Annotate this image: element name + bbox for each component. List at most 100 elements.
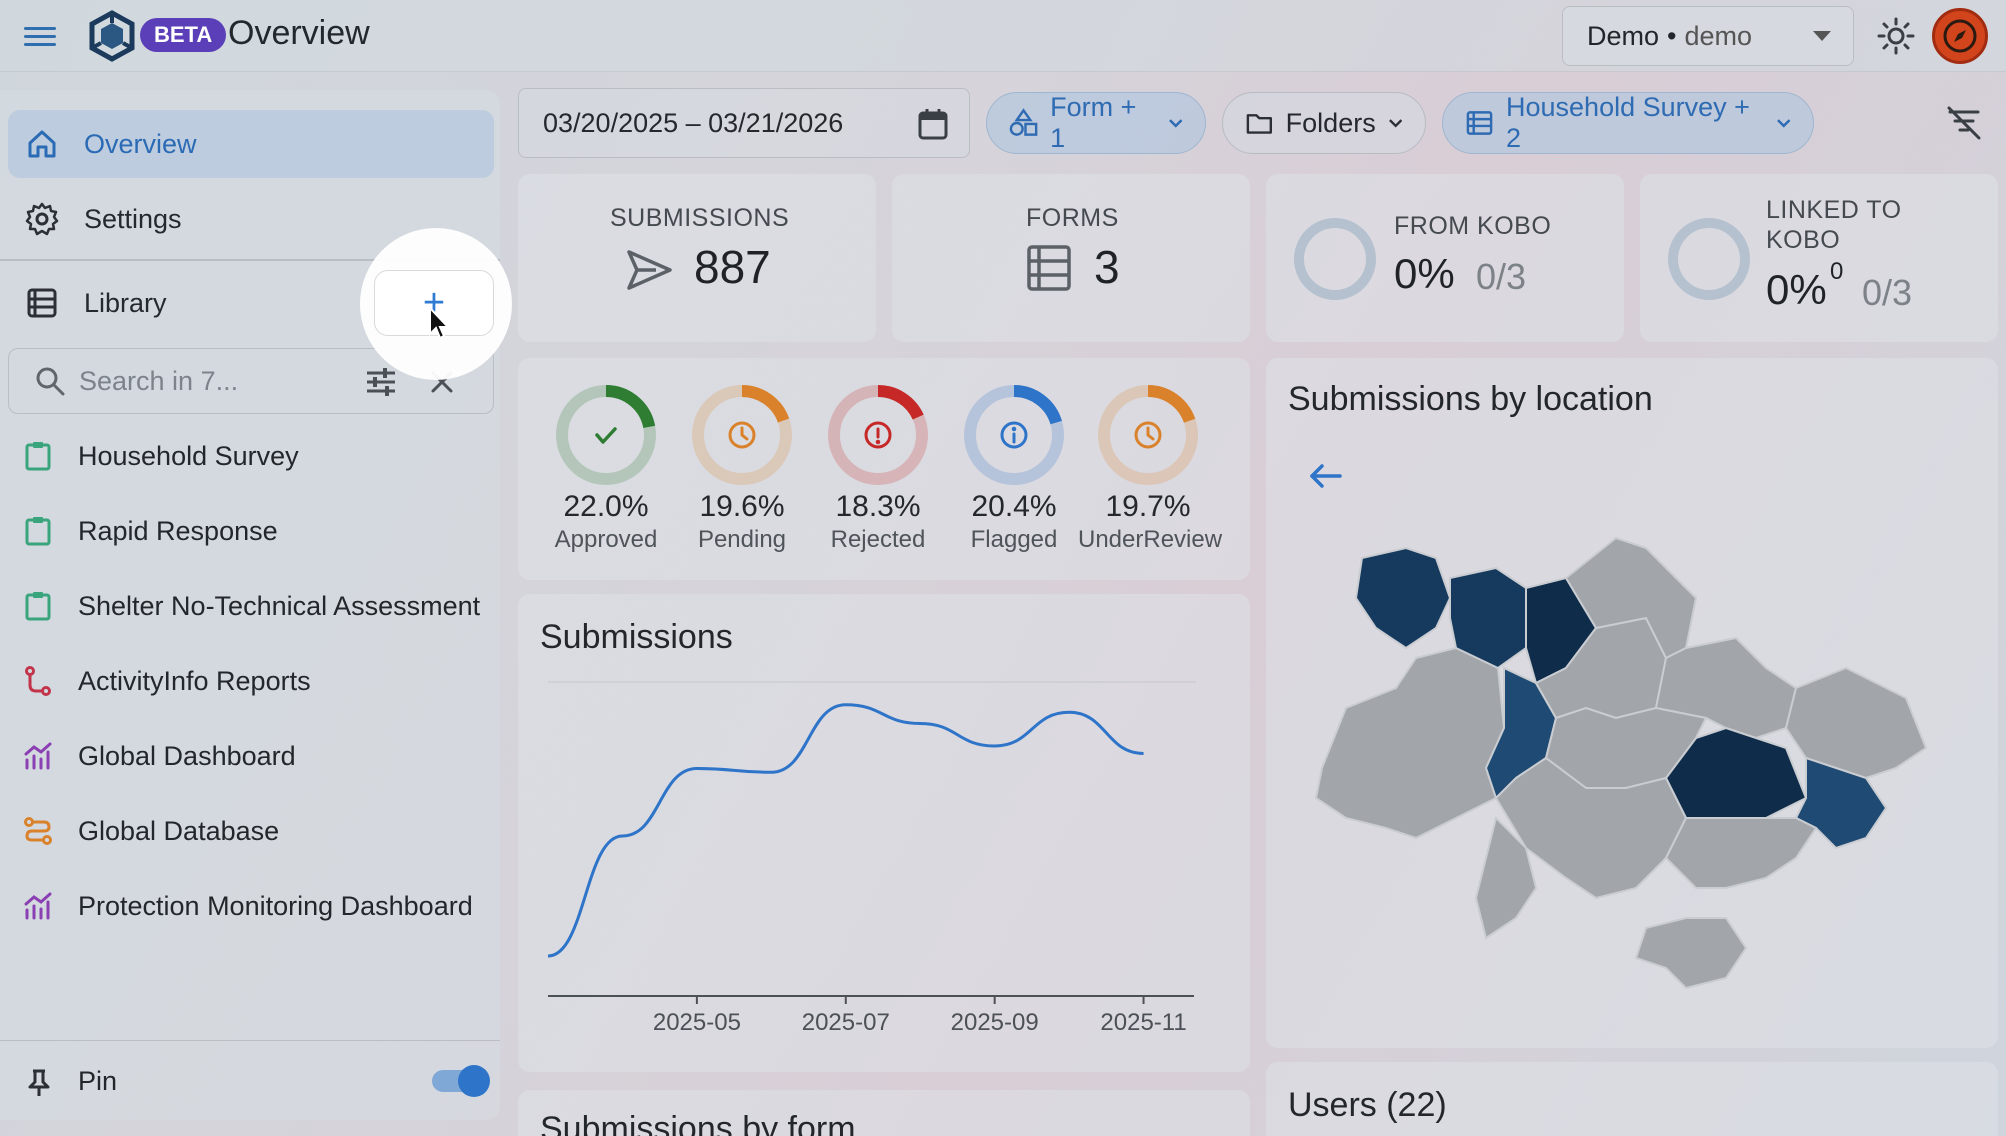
chip-label: Folders bbox=[1285, 107, 1376, 138]
status-donut bbox=[556, 385, 656, 485]
stat-value: 3 bbox=[1094, 241, 1120, 293]
map-region bbox=[1664, 817, 1818, 889]
from-kobo-stat-card: FROM KOBO 0% 0/3 bbox=[1266, 174, 1624, 342]
sidebar-divider bbox=[0, 259, 500, 261]
connector-icon bbox=[25, 666, 51, 696]
status-flagged[interactable]: 20.4% Flagged bbox=[944, 380, 1084, 554]
page-title: Overview bbox=[228, 14, 370, 52]
chip-label: Form + 1 bbox=[1050, 92, 1137, 153]
gear-icon bbox=[24, 201, 60, 237]
chevron-down-icon bbox=[1813, 31, 1831, 41]
status-arc bbox=[1098, 385, 1198, 485]
map-region bbox=[1474, 816, 1538, 940]
stat-fraction: 0/3 bbox=[1476, 256, 1527, 297]
linked-kobo-stat-card: LINKED TO KOBO 0% 0 0/3 bbox=[1640, 174, 1998, 342]
menu-icon[interactable] bbox=[24, 22, 56, 50]
sidebar-item-settings[interactable]: Settings bbox=[8, 185, 494, 253]
sidebar-item-overview[interactable]: Overview bbox=[8, 110, 494, 178]
status-donut bbox=[964, 385, 1064, 485]
toggle-knob bbox=[458, 1065, 490, 1097]
env-separator: • bbox=[1667, 20, 1677, 51]
stat-value: 0% bbox=[1394, 250, 1455, 297]
stat-label: SUBMISSIONS bbox=[610, 204, 790, 232]
shapes-icon bbox=[1009, 108, 1038, 136]
form-icon bbox=[25, 442, 51, 471]
form-filter-chip[interactable]: Form + 1 bbox=[986, 92, 1206, 154]
ukraine-region-map bbox=[1314, 536, 1928, 990]
pin-toggle[interactable] bbox=[432, 1065, 490, 1097]
library-item-global-database[interactable]: Global Database bbox=[22, 801, 482, 861]
clear-filters-icon[interactable] bbox=[1946, 106, 1982, 140]
library-item-global-dashboard[interactable]: Global Dashboard bbox=[22, 726, 482, 786]
submissions-series-line bbox=[547, 703, 1144, 958]
mouse-cursor-icon bbox=[429, 306, 451, 340]
stat-label: FORMS bbox=[1026, 204, 1119, 232]
x-tick-label: 2025-09 bbox=[951, 1009, 1039, 1036]
submissions-chart-card: Submissions 2025-05 2025-07 2025-09 2025-11 bbox=[518, 594, 1250, 1072]
submissions-stat-card: SUBMISSIONS 887 bbox=[518, 174, 876, 342]
env-sub: demo bbox=[1684, 20, 1753, 51]
library-item-label: Household Survey bbox=[78, 440, 299, 471]
status-approved[interactable]: 22.0% Approved bbox=[536, 380, 676, 554]
library-item-label: Global Dashboard bbox=[78, 740, 296, 771]
form-icon bbox=[25, 517, 51, 546]
environment-select[interactable]: Demo • demo bbox=[1562, 6, 1854, 66]
folder-icon bbox=[1246, 114, 1272, 134]
sidebar-item-library[interactable]: Library bbox=[8, 269, 494, 337]
dashboard-icon bbox=[24, 742, 52, 770]
filter-sliders-icon[interactable] bbox=[365, 367, 397, 397]
sidebar-item-label: Library bbox=[84, 287, 167, 318]
library-item-rapid-response[interactable]: Rapid Response bbox=[22, 501, 482, 561]
status-donut bbox=[692, 385, 792, 485]
library-search bbox=[8, 348, 494, 414]
form-icon bbox=[25, 592, 51, 621]
calendar-icon[interactable] bbox=[917, 107, 949, 141]
date-range-value: 03/20/2025 – 03/21/2026 bbox=[543, 107, 844, 138]
library-item-label: ActivityInfo Reports bbox=[78, 665, 311, 696]
library-item-protection-dashboard[interactable]: Protection Monitoring Dashboard bbox=[22, 876, 480, 936]
sun-icon[interactable] bbox=[1876, 16, 1916, 56]
status-pending[interactable]: 19.6% Pending bbox=[672, 380, 812, 554]
library-item-shelter-assessment[interactable]: Shelter No-Technical Assessment bbox=[22, 576, 482, 636]
from-kobo-progress-ring bbox=[1294, 218, 1376, 300]
status-arc bbox=[692, 385, 792, 485]
status-label: Pending bbox=[697, 526, 787, 553]
library-item-label: Global Database bbox=[78, 815, 280, 846]
stat-label: KOBO bbox=[1766, 226, 1841, 254]
status-label: UnderReview bbox=[1078, 526, 1223, 553]
folders-filter-chip[interactable]: Folders bbox=[1222, 92, 1426, 154]
x-tick-label: 2025-11 bbox=[1100, 1009, 1186, 1036]
arrow-left-icon[interactable] bbox=[1306, 458, 1346, 494]
avatar[interactable] bbox=[1932, 8, 1988, 64]
alert-circle-icon bbox=[864, 421, 892, 449]
chevron-down-icon bbox=[1776, 119, 1790, 128]
stat-value: 0% bbox=[1766, 266, 1827, 313]
library-item-activityinfo-reports[interactable]: ActivityInfo Reports bbox=[22, 651, 482, 711]
x-tick-label: 2025-07 bbox=[802, 1009, 890, 1036]
status-donut bbox=[1098, 385, 1198, 485]
card-title: Submissions by location bbox=[1288, 380, 1653, 418]
sidebar-item-label: Settings bbox=[84, 203, 182, 234]
x-tick-label: 2025-05 bbox=[653, 1009, 741, 1036]
status-rejected[interactable]: 18.3% Rejected bbox=[808, 380, 948, 554]
survey-filter-chip[interactable]: Household Survey + 2 bbox=[1442, 92, 1814, 154]
pin-label: Pin bbox=[78, 1066, 118, 1096]
status-underreview[interactable]: 19.7% UnderReview bbox=[1078, 380, 1223, 554]
library-item-household-survey[interactable]: Household Survey bbox=[22, 426, 482, 486]
map-region bbox=[1794, 756, 1888, 850]
search-input[interactable] bbox=[79, 365, 339, 397]
beta-badge: BETA bbox=[140, 18, 227, 52]
library-item-label: Shelter No-Technical Assessment bbox=[78, 590, 481, 621]
search-icon bbox=[36, 367, 65, 396]
top-bar: BETA Overview Demo • demo bbox=[0, 0, 2006, 72]
map-region bbox=[1564, 536, 1698, 660]
date-range-field[interactable]: 03/20/2025 – 03/21/2026 bbox=[518, 88, 970, 158]
stat-label: FROM KOBO bbox=[1394, 212, 1552, 240]
clock-icon bbox=[728, 421, 756, 449]
env-name: Demo bbox=[1587, 20, 1660, 51]
status-arc bbox=[556, 385, 656, 485]
chevron-down-icon bbox=[1388, 119, 1402, 128]
status-percent: 18.3% bbox=[835, 490, 921, 523]
forms-stat-card: FORMS 3 bbox=[892, 174, 1250, 342]
pin-icon bbox=[28, 1069, 50, 1096]
